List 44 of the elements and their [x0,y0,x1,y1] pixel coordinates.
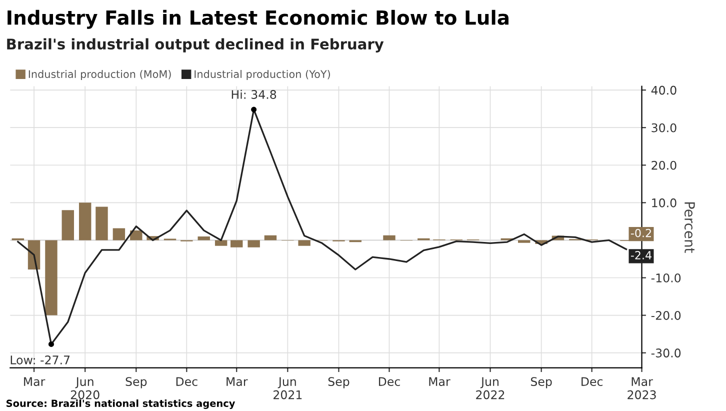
x-tick-label: Sep [126,377,147,388]
annotation: Hi: 34.8 [232,90,276,99]
annotation: -0.2 [630,228,651,238]
y-tick-label: 10.0 [652,198,676,208]
y-tick-label: -20.0 [651,311,681,320]
x-tick-label: Dec [378,377,400,386]
bar [112,228,126,240]
bar [78,202,92,240]
bar [214,240,228,246]
x-tick-label: Mar [24,377,46,386]
legend-label: Industrial production (YoY) [194,70,330,80]
x-tick-label: Mar [226,377,248,386]
annotation: -2.4 [630,250,652,260]
y-tick-label: -10.0 [651,273,681,282]
bar [130,230,142,240]
bar [518,240,530,243]
y-axis-title: Percent [684,202,695,253]
bar [383,235,396,240]
source-note: Source: Brazil's national statistics agency [6,399,236,409]
chart-title: Industry Falls in Latest Economic Blow to Lula [8,10,508,29]
bar [298,240,310,246]
x-tick-label: Jun 2021 [274,377,302,400]
y-tick-label: 40.0 [651,86,676,95]
bar [62,210,74,240]
y-tick-label: 20.0 [652,160,676,170]
bar [264,235,277,240]
x-tick-label: Jun 2022 [476,377,504,400]
bar [248,240,260,248]
x-tick-label: Mar 2023 [628,377,656,400]
bar [45,240,58,316]
bar [96,206,108,240]
annotation: Low: -27.7 [10,356,70,364]
x-tick-label: Dec [176,377,198,386]
y-tick-label: 30.0 [652,123,676,132]
x-tick-label: Sep [328,377,350,388]
x-tick-label: Jun 2020 [70,377,100,400]
bar [198,236,210,240]
chart-subtitle: Brazil's industrial output declined in February [7,38,384,52]
legend-label: Industrial production (MoM) [28,70,171,80]
x-tick-label: Sep [530,377,552,388]
y-tick-label: -30.0 [651,348,681,358]
bar [230,240,243,248]
x-tick-label: Mar [429,377,450,386]
x-tick-label: Dec [582,377,603,386]
